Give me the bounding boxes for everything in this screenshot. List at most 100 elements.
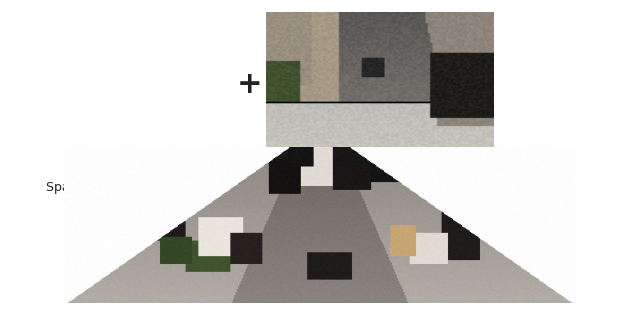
Point — [177, 67, 187, 72]
Point — [98, 77, 108, 82]
Point — [159, 49, 170, 54]
Point — [159, 39, 169, 44]
Point — [123, 29, 133, 34]
Point — [28, 47, 38, 52]
Point — [38, 68, 49, 73]
Point — [111, 87, 121, 92]
Point — [64, 67, 74, 72]
Point — [154, 49, 164, 54]
Point — [177, 58, 188, 63]
Point — [31, 38, 41, 43]
Point — [195, 126, 205, 131]
Point — [51, 67, 61, 72]
Point — [24, 87, 34, 92]
Point — [144, 19, 154, 24]
Point — [150, 88, 160, 93]
Point — [198, 117, 208, 122]
Point — [64, 108, 74, 113]
Point — [174, 58, 184, 63]
Point — [86, 117, 96, 122]
Point — [140, 30, 150, 35]
Point — [176, 87, 186, 92]
Point — [72, 127, 82, 132]
Point — [122, 107, 132, 112]
Point — [125, 88, 136, 93]
Point — [93, 79, 103, 84]
Point — [200, 86, 210, 91]
Point — [184, 49, 195, 54]
Point — [177, 58, 188, 63]
Point — [184, 127, 195, 132]
Point — [80, 59, 90, 64]
Point — [90, 106, 100, 111]
Point — [99, 78, 109, 83]
Point — [115, 147, 125, 152]
Point — [32, 58, 42, 63]
Point — [173, 22, 184, 27]
Point — [168, 78, 178, 83]
Point — [95, 145, 106, 150]
Point — [118, 58, 128, 63]
Point — [16, 116, 26, 121]
Point — [188, 67, 198, 72]
Point — [175, 48, 185, 53]
Point — [31, 76, 41, 81]
Point — [68, 136, 79, 141]
Point — [202, 87, 212, 92]
Point — [19, 38, 29, 43]
Point — [34, 39, 44, 44]
Point — [140, 38, 150, 43]
Point — [67, 126, 77, 131]
Point — [196, 126, 207, 131]
Point — [77, 39, 88, 44]
Point — [100, 88, 110, 93]
Point — [162, 98, 172, 103]
Point — [31, 57, 42, 62]
Point — [174, 77, 184, 82]
Point — [152, 49, 162, 54]
Point — [218, 32, 228, 37]
Point — [113, 127, 123, 132]
Point — [203, 77, 213, 82]
Point — [121, 107, 131, 112]
Point — [141, 98, 152, 103]
Point — [164, 127, 174, 132]
Point — [184, 97, 194, 102]
Point — [47, 97, 57, 102]
Point — [218, 25, 228, 30]
Point — [131, 116, 141, 121]
Point — [156, 117, 166, 122]
Point — [141, 146, 152, 151]
Point — [119, 38, 129, 43]
Point — [83, 98, 93, 103]
Point — [145, 156, 156, 161]
Point — [105, 108, 115, 113]
Point — [27, 107, 37, 112]
Point — [163, 156, 173, 161]
Point — [195, 25, 205, 30]
Point — [177, 39, 187, 44]
Point — [138, 69, 148, 74]
Point — [148, 29, 158, 34]
Point — [131, 40, 141, 45]
Point — [129, 127, 140, 132]
Point — [150, 136, 160, 141]
Point — [64, 78, 74, 83]
Point — [183, 58, 193, 63]
Point — [51, 67, 61, 72]
Point — [121, 97, 131, 102]
Point — [13, 66, 24, 71]
Point — [54, 106, 64, 111]
Point — [106, 137, 116, 142]
Point — [77, 127, 87, 132]
Point — [207, 106, 217, 111]
Point — [81, 58, 92, 63]
Point — [143, 47, 154, 52]
Point — [211, 96, 221, 101]
Point — [33, 127, 43, 132]
Point — [36, 127, 46, 132]
Point — [207, 97, 217, 102]
Point — [144, 28, 154, 33]
Point — [14, 96, 24, 101]
Point — [71, 58, 81, 63]
